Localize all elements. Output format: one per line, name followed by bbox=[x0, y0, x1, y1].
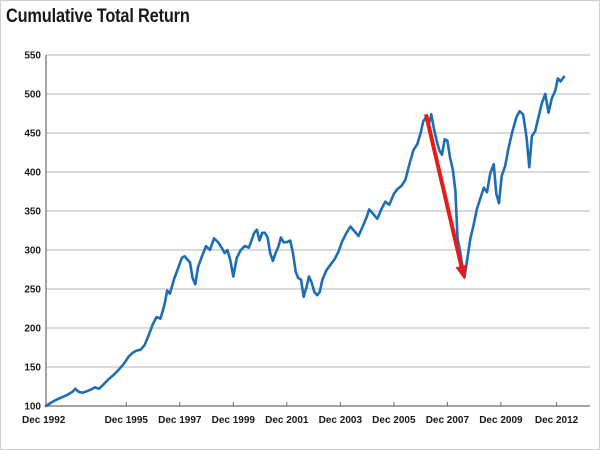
series-line bbox=[44, 75, 566, 408]
y-tick-label: 400 bbox=[24, 168, 41, 179]
x-tick-label: Dec 2001 bbox=[265, 415, 309, 426]
x-tick-label: Dec 2003 bbox=[319, 415, 363, 426]
x-tick-label: Dec 1992 bbox=[22, 415, 66, 426]
y-tick-label: 250 bbox=[24, 285, 41, 296]
x-tick-label: Dec 2005 bbox=[372, 415, 416, 426]
y-tick-label: 100 bbox=[24, 402, 41, 413]
annotation-arrow-head bbox=[455, 264, 468, 280]
annotation-layer bbox=[424, 113, 468, 280]
gridlines bbox=[46, 54, 590, 407]
x-tick-label: Dec 1995 bbox=[105, 415, 149, 426]
x-tick-label: Dec 2007 bbox=[426, 415, 470, 426]
x-tick-label: Dec 1999 bbox=[212, 415, 256, 426]
y-tick-label: 450 bbox=[24, 129, 41, 140]
y-tick-label: 500 bbox=[24, 90, 41, 101]
series-layer bbox=[44, 75, 566, 408]
x-axis: Dec 1992 Dec 1995 Dec 1997 Dec 1999 Dec 2001… bbox=[22, 402, 579, 426]
x-tick-label: Dec 2012 bbox=[535, 415, 579, 426]
x-tick-label: Dec 2009 bbox=[479, 415, 523, 426]
chart-title: Cumulative Total Return bbox=[6, 6, 190, 27]
y-tick-label: 200 bbox=[24, 324, 41, 335]
y-axis: 100 150 200 250 300 350 400 450 500 550 bbox=[24, 51, 47, 413]
y-tick-label: 150 bbox=[24, 363, 41, 374]
y-tick-label: 300 bbox=[24, 246, 41, 257]
x-tick-label: Dec 1997 bbox=[158, 415, 202, 426]
y-tick-label: 550 bbox=[24, 51, 41, 62]
y-tick-label: 350 bbox=[24, 207, 41, 218]
annotation-arrow-shaft bbox=[424, 113, 464, 267]
